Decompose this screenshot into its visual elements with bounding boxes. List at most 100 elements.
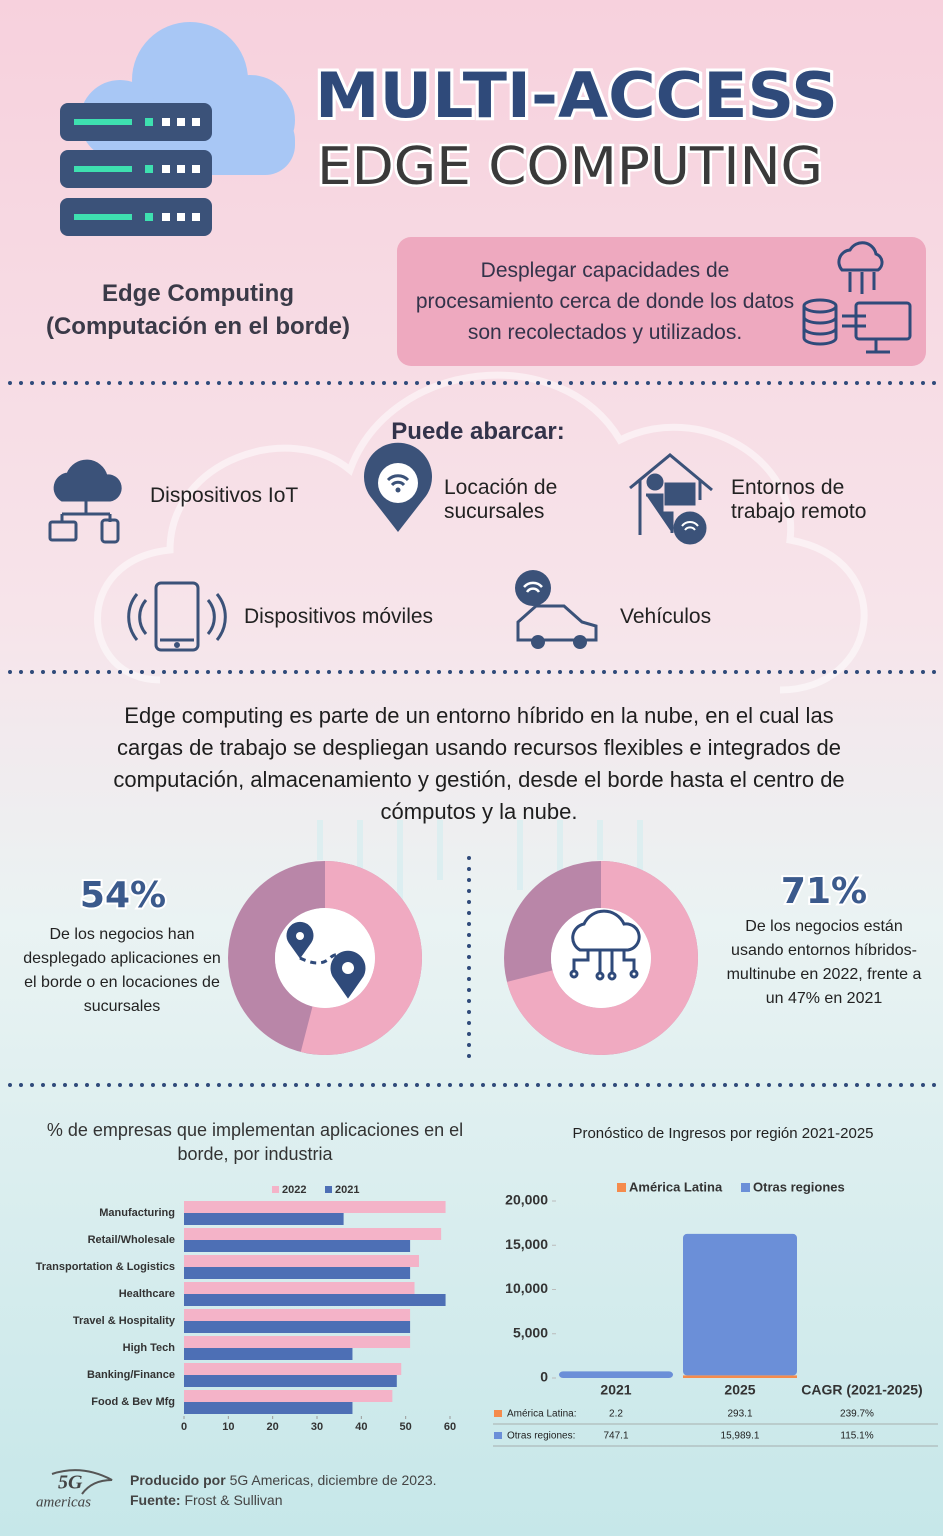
bar <box>184 1348 353 1360</box>
data-icon <box>802 241 912 354</box>
credit-label: Producido por <box>130 1472 226 1488</box>
legend-swatch <box>741 1183 750 1192</box>
y-tick-label: 15,000 <box>505 1236 548 1252</box>
scope-item: Dispositivos IoT <box>150 484 299 507</box>
x-tick-label: 50 <box>400 1421 412 1433</box>
remote-work-icon <box>629 453 713 545</box>
legend-swatch <box>617 1183 626 1192</box>
bar <box>184 1213 344 1225</box>
category-label: Retail/Wholesale <box>88 1234 175 1246</box>
category-label: High Tech <box>123 1342 176 1354</box>
bar <box>184 1375 397 1387</box>
table-value: 293.1 <box>727 1409 752 1420</box>
x-tick-label: 2025 <box>724 1382 755 1398</box>
scope-item: Entornos de trabajo remoto <box>731 476 867 523</box>
server-cloud-icon <box>60 22 295 236</box>
table-value: 2.2 <box>609 1409 623 1420</box>
route-icon <box>286 921 366 999</box>
x-tick-label: 30 <box>311 1421 323 1433</box>
table-swatch <box>494 1410 502 1417</box>
bar <box>184 1201 446 1213</box>
table-row-label: América Latina: <box>507 1409 576 1420</box>
bar <box>184 1363 402 1375</box>
table-value: 15,989.1 <box>721 1431 760 1442</box>
bar <box>184 1321 411 1333</box>
y-tick-label: 5,000 <box>513 1324 548 1340</box>
category-label: Healthcare <box>119 1288 175 1300</box>
stat-caption: De los negocios han desplegado aplicacio… <box>23 926 221 1015</box>
iot-icon <box>48 459 122 544</box>
category-label: Travel & Hospitality <box>73 1315 176 1327</box>
scope-item: Dispositivos móviles <box>244 605 434 628</box>
x-tick-label: CAGR (2021-2025) <box>801 1382 922 1398</box>
definition-text: Desplegar capacidades de procesamiento c… <box>415 259 795 344</box>
bar <box>184 1402 353 1414</box>
table-swatch <box>494 1432 502 1439</box>
bar-segment <box>683 1375 797 1378</box>
summary: Edge computing es parte de un entorno hí… <box>113 703 845 824</box>
x-tick-label: 60 <box>444 1421 456 1433</box>
legend-swatch <box>325 1186 332 1193</box>
term: (Computación en el borde) <box>45 313 350 340</box>
category-label: Food & Bev Mfg <box>91 1396 175 1408</box>
bar <box>184 1267 411 1279</box>
credit-text: 5G Americas, diciembre de 2023. <box>229 1472 437 1488</box>
y-tick-label: 0 <box>540 1369 548 1385</box>
vehicle-icon <box>515 570 598 649</box>
scope-item: Vehículos <box>620 605 712 628</box>
term: Edge Computing <box>102 280 294 307</box>
stat-value: 54% <box>80 875 166 916</box>
legend-label: 2021 <box>335 1184 359 1196</box>
bar <box>184 1255 419 1267</box>
chart-title: Pronóstico de Ingresos por región 2021-2… <box>572 1125 874 1142</box>
bar <box>184 1336 411 1348</box>
stat-value: 71% <box>781 871 867 912</box>
source-text: Frost & Sullivan <box>184 1492 283 1508</box>
bar <box>184 1240 411 1252</box>
bar <box>184 1282 415 1294</box>
charts: 54% 71% 2022 2021 Manufacturing Retail/Wholes… <box>36 861 938 1447</box>
table-value: 115.1% <box>840 1431 873 1442</box>
table-row-label: Otras regiones: <box>507 1431 575 1442</box>
bar-segment <box>683 1233 797 1376</box>
x-tick-label: 20 <box>267 1421 279 1433</box>
table-value: 239.7% <box>840 1409 874 1420</box>
definition-box <box>397 237 926 366</box>
source: Fuente: Frost & Sullivan <box>130 1492 283 1508</box>
cloud-icon <box>569 909 641 981</box>
logo-text: americas <box>36 1494 91 1510</box>
stat-caption: De los negocios están usando entornos hí… <box>726 918 922 1007</box>
x-tick-label: 2021 <box>600 1382 631 1398</box>
credit: Producido por 5G Americas, diciembre de … <box>130 1472 437 1488</box>
category-label: Manufacturing <box>99 1207 175 1219</box>
table-value: 747.1 <box>603 1431 628 1442</box>
chart-title: % de empresas que implementan aplicacion… <box>46 1120 464 1164</box>
category-label: Banking/Finance <box>87 1369 175 1381</box>
scope-item: Locación de sucursales <box>444 476 558 523</box>
x-tick-label: 40 <box>355 1421 367 1433</box>
y-tick-label: 10,000 <box>505 1280 548 1296</box>
bar <box>184 1390 393 1402</box>
donut-arc <box>228 861 422 1055</box>
logo-text: 5G <box>58 1472 83 1494</box>
scope-title: Puede abarcar: <box>391 418 565 445</box>
source-label: Fuente: <box>130 1492 181 1508</box>
logo: 5G americas <box>36 1469 113 1510</box>
x-tick-label: 0 <box>181 1421 187 1433</box>
category-label: Transportation & Logistics <box>36 1261 175 1273</box>
legend-swatch <box>272 1186 279 1193</box>
bar <box>184 1228 442 1240</box>
legend-label: América Latina <box>629 1179 723 1194</box>
donut-arc <box>504 861 698 1055</box>
legend-label: Otras regiones <box>753 1179 845 1194</box>
title: MULTI-ACCESS <box>315 59 838 132</box>
bar <box>184 1309 411 1321</box>
y-tick-label: 20,000 <box>505 1192 548 1208</box>
mobile-icon <box>127 581 227 652</box>
x-tick-label: 10 <box>222 1421 234 1433</box>
location-icon <box>364 442 433 532</box>
legend-label: 2022 <box>282 1184 306 1196</box>
subtitle: EDGE COMPUTING <box>317 137 823 197</box>
